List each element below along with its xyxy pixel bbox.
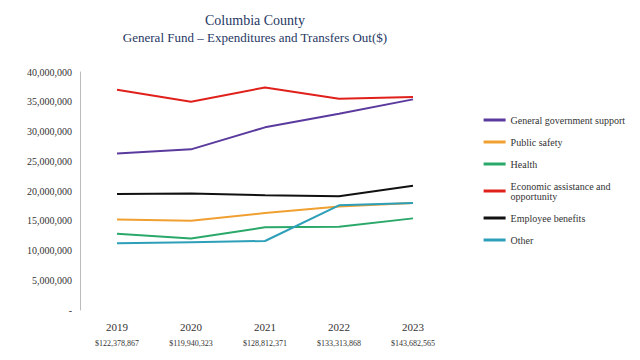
svg-text:$143,682,565: $143,682,565: [391, 339, 435, 348]
svg-text:2021: 2021: [254, 321, 276, 333]
svg-text:40,000,000: 40,000,000: [27, 67, 72, 78]
svg-text:Public safety: Public safety: [511, 137, 563, 148]
svg-text:General government support: General government support: [511, 115, 626, 126]
svg-text:25,000,000: 25,000,000: [27, 156, 72, 167]
svg-text:2019: 2019: [106, 321, 129, 333]
svg-text:35,000,000: 35,000,000: [27, 96, 72, 107]
svg-text:opportunity: opportunity: [511, 191, 558, 202]
svg-text:Health: Health: [511, 159, 538, 170]
svg-text:2022: 2022: [328, 321, 350, 333]
svg-text:-: -: [69, 305, 72, 316]
svg-text:$128,812,371: $128,812,371: [243, 339, 287, 348]
svg-text:Columbia County: Columbia County: [205, 13, 305, 28]
svg-text:General Fund – Expenditures an: General Fund – Expenditures and Transfer…: [123, 30, 387, 45]
svg-text:Employee benefits: Employee benefits: [511, 213, 586, 224]
svg-text:15,000,000: 15,000,000: [27, 215, 72, 226]
svg-text:20,000,000: 20,000,000: [27, 186, 72, 197]
svg-text:5,000,000: 5,000,000: [32, 275, 72, 286]
svg-text:10,000,000: 10,000,000: [27, 245, 72, 256]
svg-text:2020: 2020: [180, 321, 203, 333]
svg-text:$122,378,867: $122,378,867: [95, 339, 139, 348]
svg-text:$133,313,868: $133,313,868: [317, 339, 361, 348]
svg-text:Economic assistance and: Economic assistance and: [510, 180, 614, 192]
svg-text:$119,940,323: $119,940,323: [169, 339, 213, 348]
svg-text:2023: 2023: [402, 321, 425, 333]
svg-text:30,000,000: 30,000,000: [27, 126, 72, 137]
svg-text:Other: Other: [511, 235, 534, 246]
